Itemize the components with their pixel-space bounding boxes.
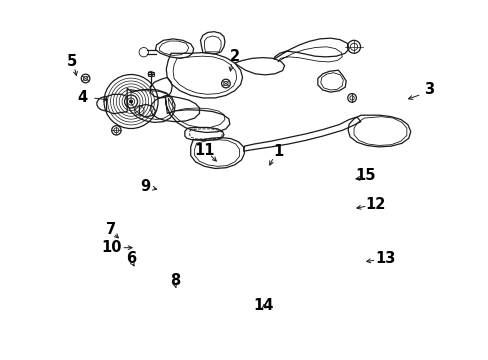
Text: 1: 1: [273, 144, 283, 159]
Text: 4: 4: [77, 90, 87, 105]
Circle shape: [129, 100, 132, 103]
Text: 10: 10: [101, 240, 122, 255]
Text: 11: 11: [194, 143, 214, 158]
Text: 6: 6: [126, 251, 136, 266]
Text: 12: 12: [365, 197, 385, 212]
Text: 7: 7: [106, 222, 116, 237]
Circle shape: [129, 100, 132, 103]
Text: 15: 15: [355, 168, 375, 183]
Text: 9: 9: [141, 179, 150, 194]
Text: 8: 8: [170, 273, 180, 288]
Text: 3: 3: [424, 82, 433, 97]
Circle shape: [129, 100, 132, 103]
Text: 5: 5: [67, 54, 77, 69]
Text: 14: 14: [252, 298, 273, 313]
Circle shape: [129, 100, 132, 103]
Text: 13: 13: [374, 251, 395, 266]
Text: 2: 2: [229, 49, 239, 64]
